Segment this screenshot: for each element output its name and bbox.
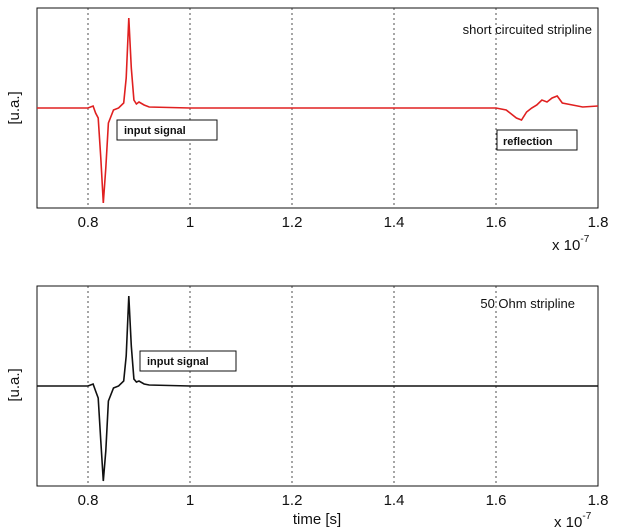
x-tick-label: 1.4	[384, 214, 405, 231]
x-tick-label: 1.6	[486, 214, 507, 231]
x-tick-label: 1	[186, 214, 194, 231]
x-tick-label: 1.4	[384, 492, 405, 509]
annotation-input-signal-bottom: input signal	[139, 350, 237, 372]
x-scale-label-top: x 10-7	[552, 234, 590, 254]
x-tick-label: 1	[186, 492, 194, 509]
series-line-top	[37, 17, 599, 204]
y-axis-label-top: [u.a.]	[6, 91, 23, 124]
annotation-reflection: reflection	[496, 129, 578, 151]
x-tick-label: 1.6	[486, 492, 507, 509]
x-ticks-bottom: 0.8 1 1.2 1.4 1.6 1.8	[78, 492, 609, 509]
annotation-label: input signal	[147, 356, 209, 368]
chart-top: 0.8 1 1.2 1.4 1.6 1.8 short circuited stripli…	[6, 7, 609, 254]
x-tick-label: 1.2	[282, 214, 303, 231]
series-line-bottom	[37, 295, 598, 482]
x-axis-label-bottom: time [s]	[293, 511, 341, 528]
annotation-input-signal-top: input signal	[116, 119, 218, 141]
x-tick-label: 1.2	[282, 492, 303, 509]
x-tick-label: 1.8	[588, 214, 609, 231]
x-ticks-top: 0.8 1 1.2 1.4 1.6 1.8	[78, 214, 609, 231]
y-axis-label-bottom: [u.a.]	[6, 368, 23, 401]
x-tick-label: 0.8	[78, 492, 99, 509]
x-tick-label: 0.8	[78, 214, 99, 231]
x-tick-label: 1.8	[588, 492, 609, 509]
annotation-label: reflection	[503, 136, 553, 148]
chart-title-top: short circuited stripline	[463, 22, 592, 37]
chart-bottom: 0.8 1 1.2 1.4 1.6 1.8 50 Ohm stripline input …	[6, 285, 609, 531]
x-scale-label-bottom: x 10-7	[554, 511, 592, 531]
annotation-label: input signal	[124, 125, 186, 137]
chart-title-bottom: 50 Ohm stripline	[480, 296, 575, 311]
